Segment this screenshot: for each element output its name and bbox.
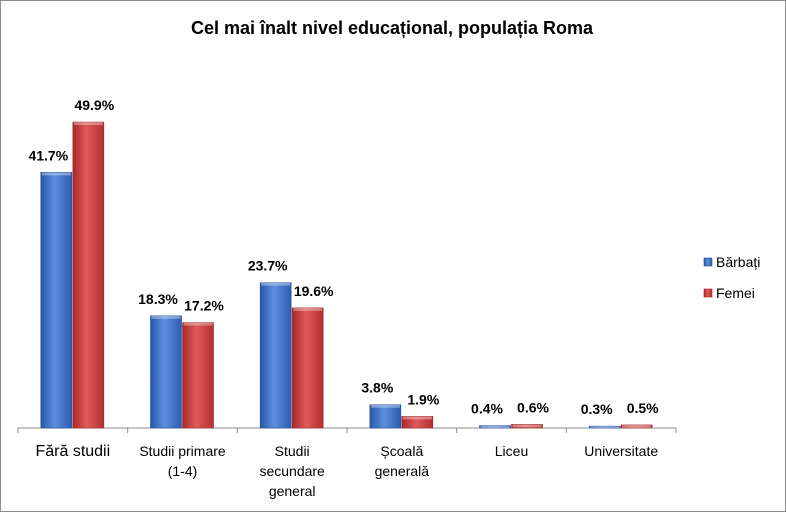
- data-label: 41.7%: [28, 147, 68, 163]
- bar-barbati: [588, 425, 621, 429]
- bar-highlight: [183, 322, 213, 326]
- bar-femei: [401, 416, 434, 429]
- legend-label: Femei: [716, 285, 755, 301]
- bar-highlight: [370, 404, 400, 408]
- category-label: generală: [375, 463, 430, 479]
- legend: Bărbați Femei: [703, 254, 760, 301]
- data-label: 49.9%: [74, 97, 114, 113]
- bar-barbati: [259, 282, 292, 429]
- data-label: 0.6%: [517, 399, 549, 415]
- category-label: Liceu: [495, 443, 528, 459]
- bar-barbati: [40, 172, 73, 429]
- bar-highlight: [480, 425, 510, 428]
- data-label: 0.4%: [471, 401, 503, 417]
- bar-femei: [291, 307, 324, 429]
- legend-swatch: [703, 257, 713, 267]
- bar-femei: [511, 424, 543, 429]
- bar-highlight: [512, 424, 542, 428]
- category-label: secundare: [259, 463, 325, 479]
- data-label: 23.7%: [248, 258, 288, 274]
- category-label: Studii: [275, 443, 310, 459]
- data-label: 3.8%: [361, 380, 393, 396]
- data-label: 18.3%: [138, 291, 178, 307]
- bar-highlight: [590, 426, 620, 428]
- legend-label: Bărbați: [716, 254, 760, 270]
- category-label: (1-4): [168, 463, 198, 479]
- category-label: Studii primare: [139, 443, 226, 459]
- data-labels-layer: 41.7% 49.9% 18.3% 17.2% 23.7% 19.6% 3.8% 1.9% 0.…: [28, 97, 659, 417]
- bar-highlight: [293, 307, 323, 311]
- bar-highlight: [261, 282, 291, 286]
- bar-femei: [72, 121, 105, 429]
- data-label: 0.5%: [627, 400, 659, 416]
- category-label: general: [269, 483, 316, 499]
- category-label: Fără studii: [35, 443, 110, 460]
- bar-barbati: [369, 404, 402, 429]
- bar-highlight: [41, 172, 71, 176]
- bar-femei: [620, 424, 653, 429]
- bar-barbati: [150, 315, 182, 429]
- data-label: 1.9%: [407, 391, 439, 407]
- axis-layer: [17, 427, 677, 433]
- data-label: 17.2%: [184, 298, 224, 314]
- bar-barbati: [479, 425, 511, 429]
- category-label: Școală: [380, 443, 423, 459]
- category-labels-layer: Fără studii Studii primare (1-4) Studii secu…: [35, 443, 658, 499]
- bar-femei: [182, 322, 214, 429]
- legend-swatch: [703, 288, 713, 298]
- data-label: 19.6%: [294, 283, 334, 299]
- bar-highlight: [402, 416, 432, 420]
- chart-title: Cel mai înalt nivel educațional, populaț…: [191, 18, 594, 38]
- bars-layer: [40, 121, 653, 429]
- category-label: Universitate: [584, 443, 658, 459]
- bar-highlight: [622, 424, 652, 428]
- data-label: 0.3%: [581, 401, 613, 417]
- bar-highlight: [73, 122, 103, 126]
- bar-highlight: [151, 315, 181, 319]
